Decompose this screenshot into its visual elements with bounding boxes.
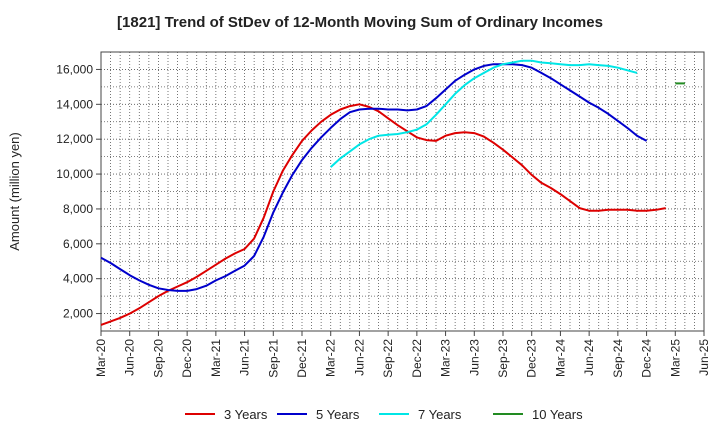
x-tick-label: Jun-25 <box>697 339 711 376</box>
x-tick-label: Dec-24 <box>640 339 654 378</box>
x-tick-label: Mar-25 <box>668 339 682 377</box>
y-tick-label: 8,000 <box>63 202 93 216</box>
legend-label-3-years: 3 Years <box>224 407 268 422</box>
x-tick-label: Sep-21 <box>266 339 280 378</box>
series-line-3-years <box>100 103 666 326</box>
series-line-7-years <box>330 59 638 168</box>
y-tick-label: 4,000 <box>63 272 93 286</box>
x-tick-label: Dec-23 <box>525 339 539 378</box>
y-tick-label: 6,000 <box>63 237 93 251</box>
x-tick-label: Jun-22 <box>352 339 366 376</box>
x-tick-label: Jun-20 <box>123 339 137 376</box>
x-tick-label: Jun-24 <box>582 339 596 376</box>
x-tick-label: Mar-22 <box>324 339 338 377</box>
x-tick-label: Dec-21 <box>295 339 309 378</box>
x-tick-label: Mar-20 <box>94 339 108 377</box>
x-tick-label: Mar-24 <box>553 339 567 377</box>
plot-area <box>100 51 705 332</box>
x-tick-label: Sep-24 <box>611 339 625 378</box>
x-tick-label: Sep-22 <box>381 339 395 378</box>
x-tick-label: Sep-20 <box>151 339 165 378</box>
y-axis-title: Amount (million yen) <box>7 132 22 251</box>
legend-label-10-years: 10 Years <box>532 407 583 422</box>
x-tick-label: Mar-21 <box>209 339 223 377</box>
y-tick-label: 16,000 <box>56 62 93 76</box>
y-tick-label: 10,000 <box>56 167 93 181</box>
x-tick-label: Mar-23 <box>439 339 453 377</box>
x-tick-label: Dec-22 <box>410 339 424 378</box>
x-tick-label: Sep-23 <box>496 339 510 378</box>
legend-label-5-years: 5 Years <box>316 407 360 422</box>
y-tick-label: 14,000 <box>56 97 93 111</box>
x-tick-label: Dec-20 <box>180 339 194 378</box>
legend-label-7-years: 7 Years <box>418 407 462 422</box>
chart-title: [1821] Trend of StDev of 12-Month Moving… <box>117 14 603 31</box>
x-tick-label: Jun-21 <box>238 339 252 376</box>
y-tick-label: 2,000 <box>63 307 93 321</box>
series-line-5-years <box>100 63 648 292</box>
y-tick-label: 12,000 <box>56 132 93 146</box>
x-tick-label: Jun-23 <box>467 339 481 376</box>
